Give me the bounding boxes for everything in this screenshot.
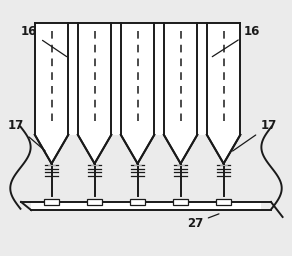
Polygon shape	[35, 135, 68, 164]
Text: 16: 16	[212, 25, 260, 57]
Polygon shape	[78, 135, 111, 164]
Text: 17: 17	[232, 119, 277, 151]
Bar	[173, 199, 188, 205]
Text: 27: 27	[187, 214, 219, 230]
Bar	[35, 23, 240, 135]
Polygon shape	[164, 135, 197, 164]
Polygon shape	[121, 135, 154, 164]
Bar	[216, 199, 231, 205]
Text: 16: 16	[21, 25, 67, 57]
Bar	[31, 202, 261, 210]
Bar	[44, 199, 59, 205]
Polygon shape	[207, 135, 240, 164]
Bar	[87, 199, 102, 205]
Bar	[130, 199, 145, 205]
Text: 17: 17	[8, 119, 45, 151]
